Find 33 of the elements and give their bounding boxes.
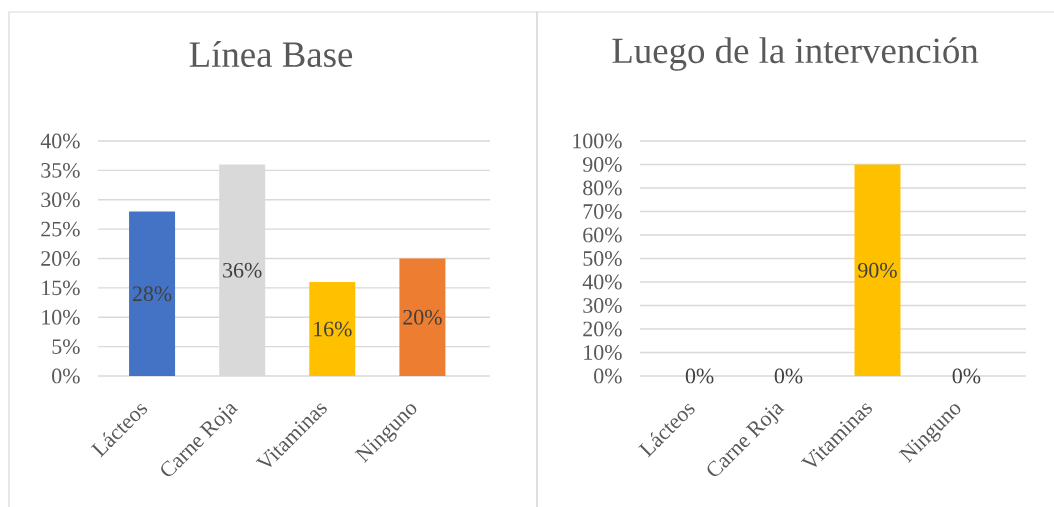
y-tick-label: 0%: [594, 368, 622, 384]
y-tick-label: 20%: [583, 321, 622, 337]
y-tick-label: 35%: [41, 162, 80, 178]
bar: [399, 258, 446, 376]
y-tick-label: 15%: [42, 280, 80, 296]
bar: [309, 282, 356, 376]
data-label: 90%: [858, 262, 897, 278]
data-label: 36%: [223, 262, 262, 278]
y-tick-label: 30%: [583, 298, 622, 313]
data-label: 0%: [774, 368, 803, 384]
y-tick-label: 25%: [41, 221, 80, 237]
data-label: 0%: [685, 368, 714, 384]
y-tick-label: 50%: [583, 251, 622, 266]
y-tick-label: 40%: [40, 133, 80, 149]
y-tick-label: 10%: [584, 345, 622, 360]
bar: [129, 211, 176, 376]
y-tick-label: 70%: [583, 204, 622, 219]
y-tick-label: 10%: [42, 309, 80, 325]
data-label: 28%: [132, 286, 172, 302]
y-tick-label: 80%: [583, 180, 622, 196]
y-tick-label: 100%: [573, 133, 622, 149]
y-tick-label: 40%: [582, 274, 622, 290]
y-tick-label: 0%: [52, 368, 80, 384]
chart-title: Luego de la intervención: [612, 37, 979, 71]
y-tick-label: 90%: [583, 157, 622, 172]
y-tick-label: 30%: [41, 192, 80, 208]
y-tick-label: 5%: [52, 339, 80, 355]
chart-title: Línea Base: [189, 41, 353, 68]
data-label: 0%: [952, 368, 981, 384]
data-label: 20%: [403, 309, 442, 325]
y-tick-label: 60%: [583, 227, 622, 243]
y-tick-label: 20%: [41, 251, 80, 266]
data-label: 16%: [314, 321, 352, 337]
